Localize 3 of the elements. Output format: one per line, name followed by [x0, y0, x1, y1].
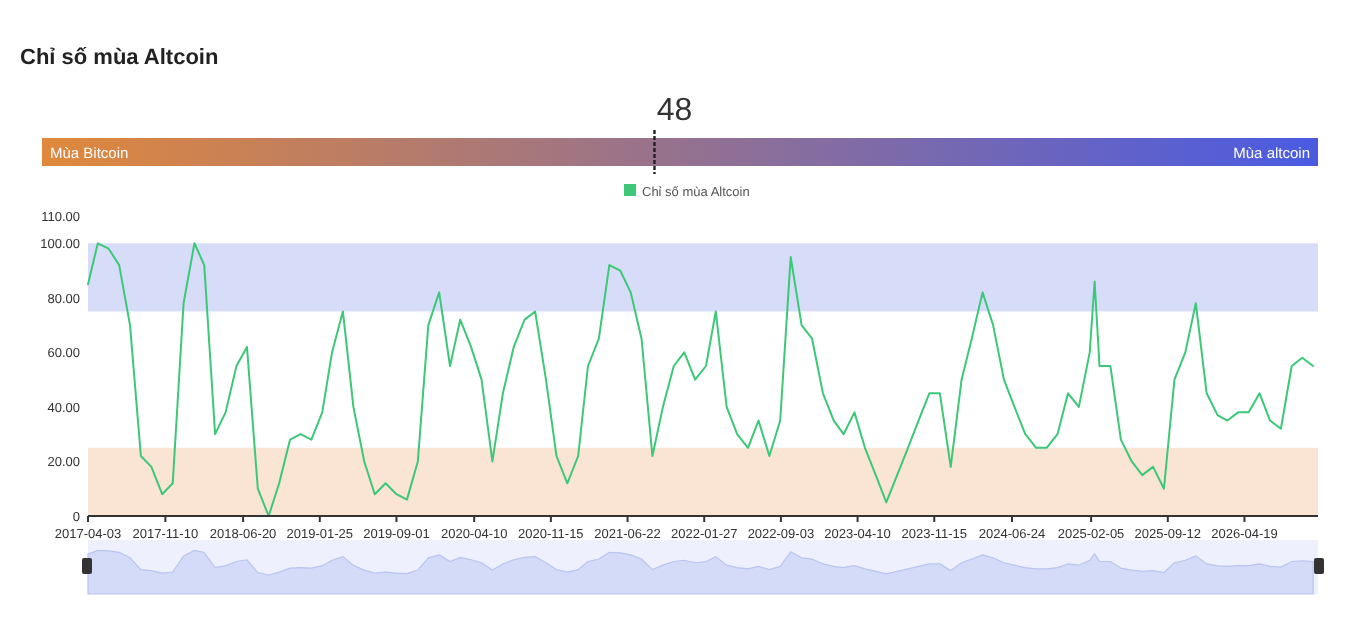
- data-label: 48: [656, 94, 693, 128]
- text: Chỉ số mùa Altcoin: [20, 46, 219, 70]
- line-series: [87, 242, 1315, 517]
